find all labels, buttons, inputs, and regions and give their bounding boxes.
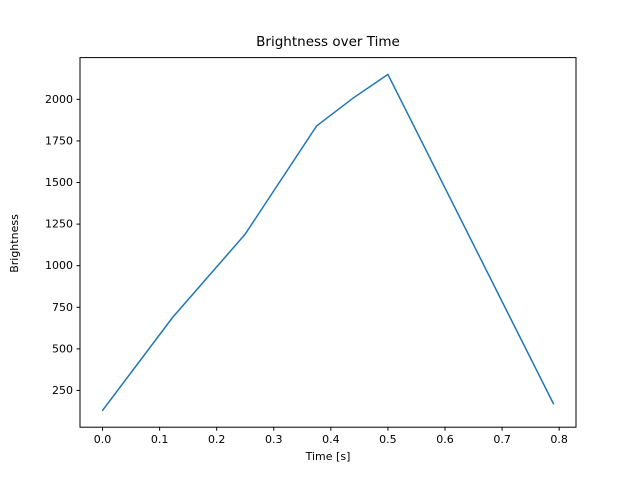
- x-tick-label: 0.4: [322, 433, 340, 446]
- y-tick-label: 1000: [45, 259, 73, 272]
- y-tick-label: 1250: [45, 218, 73, 231]
- x-axis-label: Time [s]: [305, 450, 351, 463]
- chart-title: Brightness over Time: [256, 34, 400, 50]
- x-tick-label: 0.6: [436, 433, 454, 446]
- y-tick-label: 250: [52, 384, 73, 397]
- y-tick-label: 500: [52, 342, 73, 355]
- x-tick-label: 0.7: [493, 433, 511, 446]
- x-tick-label: 0.3: [265, 433, 283, 446]
- y-tick-label: 1750: [45, 134, 73, 147]
- x-tick-label: 0.8: [550, 433, 568, 446]
- line-series-brightness: [101, 73, 555, 412]
- x-tick-label: 0.2: [208, 433, 226, 446]
- y-tick-label: 750: [52, 301, 73, 314]
- y-tick-label: 1500: [45, 176, 73, 189]
- x-tick-label: 0.1: [151, 433, 169, 446]
- y-tick-label: 2000: [45, 93, 73, 106]
- x-tick-label: 0.5: [379, 433, 397, 446]
- x-tick-label: 0.0: [94, 433, 112, 446]
- axes-frame: [79, 57, 577, 428]
